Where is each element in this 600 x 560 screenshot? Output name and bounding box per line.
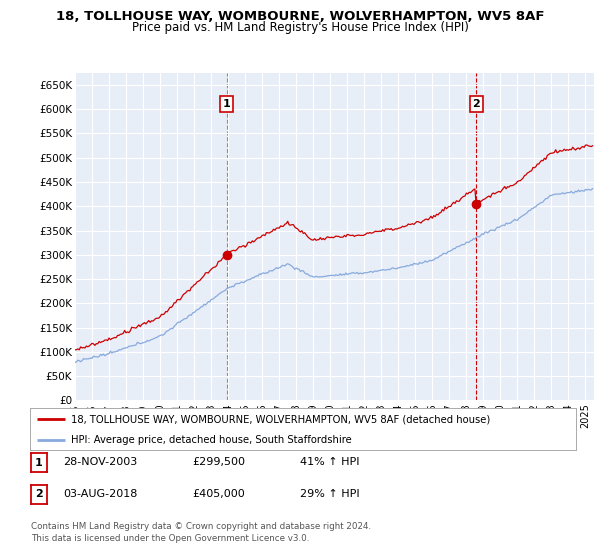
Text: £405,000: £405,000 xyxy=(192,489,245,499)
Text: 2: 2 xyxy=(472,99,480,109)
Text: 18, TOLLHOUSE WAY, WOMBOURNE, WOLVERHAMPTON, WV5 8AF (detached house): 18, TOLLHOUSE WAY, WOMBOURNE, WOLVERHAMP… xyxy=(71,414,490,424)
Text: 2: 2 xyxy=(35,489,43,500)
Text: 1: 1 xyxy=(223,99,230,109)
Text: £299,500: £299,500 xyxy=(192,457,245,467)
Text: HPI: Average price, detached house, South Staffordshire: HPI: Average price, detached house, Sout… xyxy=(71,436,352,445)
Text: 03-AUG-2018: 03-AUG-2018 xyxy=(63,489,137,499)
Text: 1: 1 xyxy=(35,458,43,468)
Text: Contains HM Land Registry data © Crown copyright and database right 2024.
This d: Contains HM Land Registry data © Crown c… xyxy=(31,522,371,543)
Text: 28-NOV-2003: 28-NOV-2003 xyxy=(63,457,137,467)
Text: 29% ↑ HPI: 29% ↑ HPI xyxy=(300,489,359,499)
Text: 41% ↑ HPI: 41% ↑ HPI xyxy=(300,457,359,467)
Text: 18, TOLLHOUSE WAY, WOMBOURNE, WOLVERHAMPTON, WV5 8AF: 18, TOLLHOUSE WAY, WOMBOURNE, WOLVERHAMP… xyxy=(56,10,544,23)
Text: Price paid vs. HM Land Registry's House Price Index (HPI): Price paid vs. HM Land Registry's House … xyxy=(131,21,469,34)
